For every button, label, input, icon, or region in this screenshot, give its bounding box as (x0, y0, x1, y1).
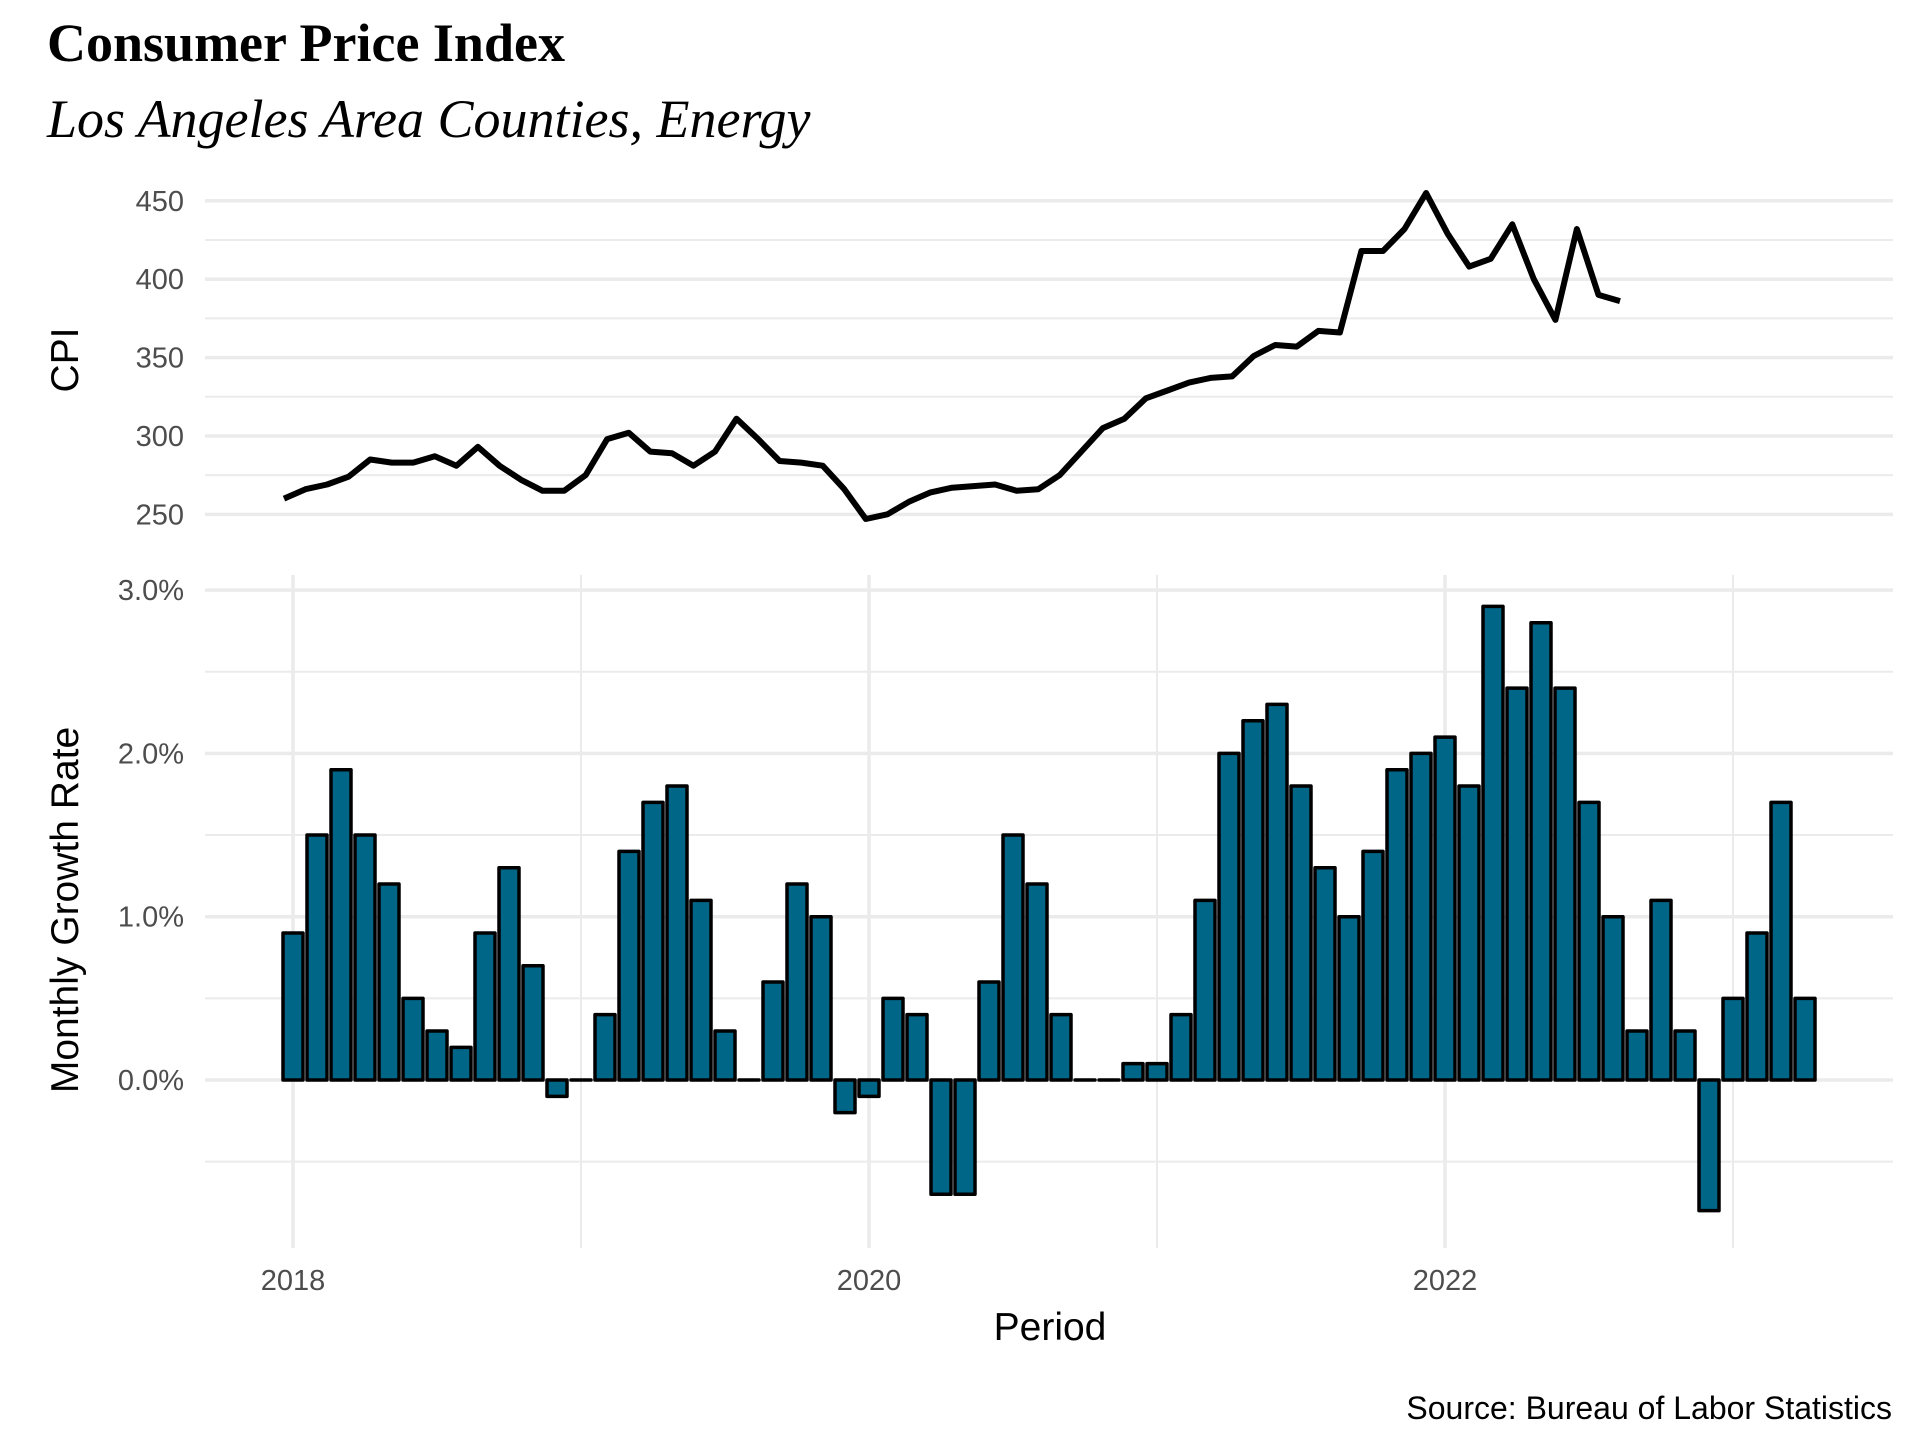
growth-bar (689, 898, 713, 1082)
cpi-gridlines (205, 199, 1893, 517)
growth-bar (377, 882, 401, 1082)
growth-bar (1169, 1012, 1193, 1082)
x-tick-label: 2018 (261, 1265, 326, 1297)
growth-bar (1793, 996, 1817, 1082)
growth-bar (1289, 784, 1313, 1082)
growth-bar (1649, 898, 1673, 1082)
growth-bar (473, 931, 497, 1082)
growth-bar (1193, 898, 1217, 1082)
growth-bar (1505, 686, 1529, 1082)
growth-bar (713, 1029, 737, 1082)
growth-bar (1625, 1029, 1649, 1082)
growth-bar (1049, 1012, 1073, 1082)
growth-bar (641, 800, 665, 1082)
cpi-y-tick-label: 400 (136, 264, 184, 296)
growth-bar (1025, 882, 1049, 1082)
growth-bar (1673, 1029, 1697, 1082)
growth-bar (497, 865, 521, 1082)
growth-bar (1265, 702, 1289, 1082)
growth-gridlines (205, 575, 1893, 1248)
growth-bar (1121, 1061, 1145, 1082)
growth-bar (1433, 735, 1457, 1082)
growth-bar (1337, 914, 1361, 1082)
growth-bar (761, 980, 785, 1082)
growth-bar (1001, 833, 1025, 1082)
cpi-y-tick-labels: 250 300 350 400 450 (136, 186, 184, 532)
growth-bar (521, 963, 545, 1082)
x-tick-label: 2022 (1413, 1265, 1478, 1297)
growth-y-tick-labels: 0.0% 1.0% 2.0% 3.0% (118, 575, 184, 1097)
cpi-y-tick-label: 350 (136, 343, 184, 375)
growth-y-tick-label: 1.0% (118, 902, 184, 934)
growth-bar (881, 996, 905, 1082)
growth-bar (1361, 849, 1385, 1082)
growth-bar-panel: 0.0% 1.0% 2.0% 3.0% 2018 2020 2022 Monthly Gr… (44, 575, 1893, 1349)
growth-bar (977, 980, 1001, 1082)
growth-bar (1457, 784, 1481, 1082)
growth-bar (1697, 1078, 1721, 1213)
growth-bar (545, 1078, 569, 1099)
growth-bar (401, 996, 425, 1082)
growth-y-tick-label: 2.0% (118, 738, 184, 770)
growth-bar (1145, 1061, 1169, 1082)
growth-bar (1601, 914, 1625, 1082)
growth-bar (857, 1078, 881, 1099)
growth-bar (905, 1012, 929, 1082)
growth-y-tick-label: 3.0% (118, 575, 184, 607)
cpi-y-tick-label: 450 (136, 186, 184, 218)
growth-bar (305, 833, 329, 1082)
growth-bar (1241, 718, 1265, 1082)
x-axis-title: Period (994, 1306, 1107, 1349)
cpi-y-axis-title: CPI (44, 327, 87, 392)
growth-bar (449, 1045, 473, 1082)
growth-bar (1385, 767, 1409, 1082)
growth-bar (1529, 621, 1553, 1082)
cpi-line (282, 190, 1621, 522)
growth-y-tick-label: 0.0% (118, 1065, 184, 1097)
chart-subtitle: Los Angeles Area Counties, Energy (47, 89, 811, 149)
growth-bar (1409, 751, 1433, 1082)
cpi-line-panel: 250 300 350 400 450 CPI (44, 186, 1893, 532)
growth-bar (1769, 800, 1793, 1082)
growth-bar (809, 914, 833, 1082)
growth-bar (1721, 996, 1745, 1082)
growth-bar (353, 833, 377, 1082)
growth-bars (281, 604, 1817, 1213)
growth-bar (1745, 931, 1769, 1082)
growth-bar (425, 1029, 449, 1082)
growth-bar (617, 849, 641, 1082)
cpi-y-tick-label: 250 (136, 499, 184, 531)
cpi-y-tick-label: 300 (136, 421, 184, 453)
growth-bar (785, 882, 809, 1082)
x-tick-labels: 2018 2020 2022 (261, 1265, 1478, 1297)
growth-bar (1553, 686, 1577, 1082)
growth-bar (665, 784, 689, 1082)
x-tick-label: 2020 (837, 1265, 902, 1297)
growth-bar (1577, 800, 1601, 1082)
growth-bar (833, 1078, 857, 1115)
growth-bar (953, 1078, 977, 1197)
growth-bar (1217, 751, 1241, 1082)
growth-bar (593, 1012, 617, 1082)
growth-y-axis-title: Monthly Growth Rate (44, 727, 87, 1093)
source-caption: Source: Bureau of Labor Statistics (1406, 1390, 1892, 1426)
growth-bar (929, 1078, 953, 1197)
growth-bar (1481, 604, 1505, 1082)
growth-bar (281, 931, 305, 1082)
growth-bar (1313, 865, 1337, 1082)
chart-title: Consumer Price Index (47, 13, 565, 73)
growth-bar (329, 767, 353, 1082)
